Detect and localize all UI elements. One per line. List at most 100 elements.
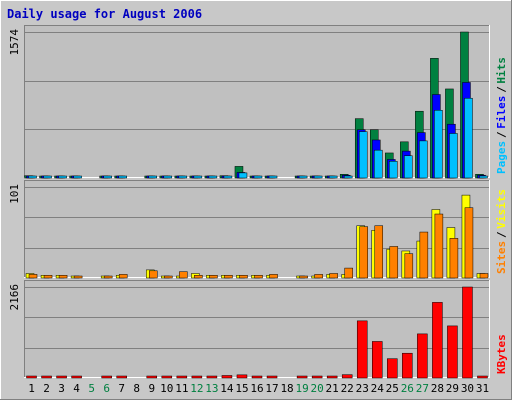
bar-kbytes-day-11 xyxy=(176,375,188,379)
bar-kbytes-day-2 xyxy=(41,375,52,379)
x-tick-label-day-22: 22 xyxy=(341,382,354,395)
bar-sites-day-3 xyxy=(58,275,68,279)
bar-pages-day-2 xyxy=(43,175,52,179)
bar-pages-day-25 xyxy=(389,161,398,179)
bar-sites-day-9 xyxy=(149,270,158,279)
bar-kbytes-day-20 xyxy=(311,375,323,379)
x-tick-label-day-8: 8 xyxy=(133,382,140,395)
bar-pages-day-9 xyxy=(148,175,158,179)
bar-sites-day-23 xyxy=(359,226,368,279)
bar-kbytes-day-27 xyxy=(417,333,428,379)
bar-pages-day-4 xyxy=(73,175,82,179)
bar-kbytes-day-24 xyxy=(372,341,383,379)
bar-kbytes-day-1 xyxy=(26,375,37,379)
panel-1-ymax-label: 1574 xyxy=(8,29,21,56)
bar-sites-day-27 xyxy=(419,231,429,279)
legend-kbytes: KBytes xyxy=(495,334,508,374)
bar-sites-day-31 xyxy=(479,273,489,279)
legend-hits: Hits xyxy=(495,57,508,84)
bar-sites-day-22 xyxy=(344,267,353,279)
bar-pages-day-15 xyxy=(238,172,248,179)
bar-pages-day-30 xyxy=(464,97,473,179)
x-tick-label-day-1: 1 xyxy=(28,382,35,395)
bar-pages-day-19 xyxy=(298,175,308,179)
chart-title: Daily usage for August 2006 xyxy=(7,7,202,21)
bar-sites-day-17 xyxy=(269,274,278,279)
x-tick-label-day-17: 17 xyxy=(265,382,278,395)
bar-kbytes-day-23 xyxy=(356,320,368,379)
bar-kbytes-day-4 xyxy=(71,375,82,379)
bar-sites-day-11 xyxy=(179,271,188,279)
legend-visits: Visits xyxy=(495,189,508,229)
legend-separator: / xyxy=(495,231,508,238)
bar-kbytes-day-12 xyxy=(191,375,203,379)
bar-kbytes-day-17 xyxy=(266,375,278,379)
x-tick-label-day-18: 18 xyxy=(280,382,293,395)
bar-sites-day-24 xyxy=(374,225,384,279)
bar-kbytes-day-3 xyxy=(56,375,67,379)
bar-kbytes-day-21 xyxy=(326,375,338,379)
bar-pages-day-27 xyxy=(419,140,428,179)
x-tick-label-day-31: 31 xyxy=(476,382,489,395)
panel-2-ymax-label: 101 xyxy=(8,184,21,204)
bar-kbytes-day-30 xyxy=(462,286,473,379)
bar-pages-day-29 xyxy=(449,133,458,179)
panel-1-background xyxy=(24,25,490,178)
bar-sites-day-2 xyxy=(43,275,53,279)
x-tick-label-day-6: 6 xyxy=(103,382,110,395)
bar-kbytes-day-13 xyxy=(206,375,218,379)
bar-sites-day-10 xyxy=(164,275,173,279)
bar-kbytes-day-6 xyxy=(101,375,112,379)
x-tick-label-day-4: 4 xyxy=(73,382,80,395)
bar-pages-day-16 xyxy=(253,175,263,179)
bar-kbytes-day-19 xyxy=(296,375,308,379)
bar-sites-day-14 xyxy=(224,275,233,279)
bar-pages-day-12 xyxy=(193,175,203,179)
bar-pages-day-10 xyxy=(163,175,173,179)
x-tick-label-day-9: 9 xyxy=(148,382,155,395)
bar-sites-day-1 xyxy=(28,274,38,279)
legend-separator: / xyxy=(495,86,508,93)
bar-sites-day-29 xyxy=(449,238,459,279)
x-tick-label-day-24: 24 xyxy=(371,382,385,395)
bar-sites-day-26 xyxy=(404,253,414,279)
x-tick-label-day-3: 3 xyxy=(58,382,65,395)
bar-sites-day-21 xyxy=(329,273,338,279)
bar-kbytes-day-14 xyxy=(221,375,233,379)
bar-pages-day-24 xyxy=(374,149,383,179)
bar-pages-day-31 xyxy=(479,175,488,179)
x-tick-label-day-14: 14 xyxy=(220,382,234,395)
bar-kbytes-day-26 xyxy=(402,352,413,379)
x-tick-label-day-27: 27 xyxy=(416,382,429,395)
x-tick-label-day-13: 13 xyxy=(205,382,218,395)
legend-files: Files xyxy=(495,96,508,129)
x-tick-label-day-25: 25 xyxy=(386,382,399,395)
legend-separator: / xyxy=(495,131,508,138)
panel-3-ymax-label: 2166 xyxy=(8,284,21,311)
x-tick-label-day-10: 10 xyxy=(160,382,173,395)
bar-sites-day-20 xyxy=(314,274,323,279)
legend-pages: Pages xyxy=(495,141,508,174)
bar-kbytes-day-22 xyxy=(341,374,353,379)
x-tick-label-day-26: 26 xyxy=(401,382,414,395)
x-tick-label-day-19: 19 xyxy=(295,382,308,395)
bar-sites-day-13 xyxy=(209,275,218,279)
bar-pages-day-6 xyxy=(103,175,112,179)
bar-pages-day-14 xyxy=(223,175,233,179)
bar-sites-day-28 xyxy=(434,213,444,279)
bar-kbytes-day-16 xyxy=(251,375,263,379)
bar-sites-day-6 xyxy=(103,275,113,279)
x-tick-label-day-29: 29 xyxy=(446,382,459,395)
x-tick-label-day-21: 21 xyxy=(326,382,339,395)
bar-pages-day-21 xyxy=(328,175,338,179)
bar-pages-day-1 xyxy=(28,175,37,179)
bar-pages-day-17 xyxy=(268,175,278,179)
x-tick-label-day-7: 7 xyxy=(118,382,125,395)
bar-pages-day-13 xyxy=(208,175,218,179)
x-tick-label-day-15: 15 xyxy=(235,382,248,395)
x-tick-label-day-11: 11 xyxy=(175,382,188,395)
bar-pages-day-7 xyxy=(118,175,127,179)
bar-pages-day-23 xyxy=(358,131,368,179)
